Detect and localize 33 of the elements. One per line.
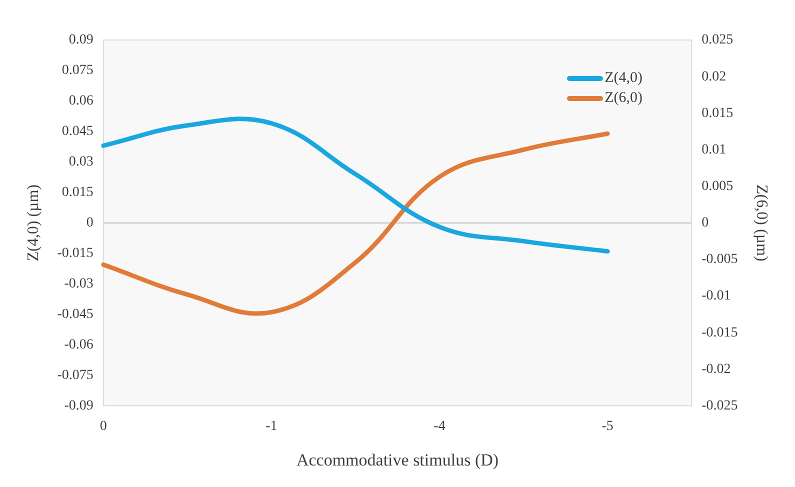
- y2-tick-label: -0.015: [702, 325, 738, 340]
- y-tick-label: 0.015: [62, 185, 94, 200]
- y-tick-label: 0.03: [68, 154, 94, 170]
- y-tick-label: -0.015: [57, 246, 94, 262]
- x-tick-label: -5: [602, 418, 614, 434]
- y-tick-label: 0.045: [62, 124, 94, 140]
- x-tick-label: -1: [266, 418, 278, 434]
- y-tick-label: 0.075: [62, 63, 94, 78]
- y2-tick-label: 0.01: [702, 142, 726, 158]
- y-tick-label: 0: [86, 216, 94, 231]
- x-axis-title: Accommodative stimulus (D): [296, 450, 499, 470]
- y-tick-label: 0.06: [68, 94, 94, 109]
- y-tick-label: 0.09: [68, 32, 94, 48]
- y2-tick-label: 0.025: [702, 32, 734, 48]
- y2-tick-label: 0.015: [702, 106, 734, 121]
- y2-tick-label: 0.02: [702, 69, 726, 84]
- y2-tick-label: -0.02: [702, 362, 731, 377]
- y2-tick-label: 0: [702, 216, 709, 231]
- y-tick-label: -0.06: [64, 338, 94, 353]
- y-tick-label: -0.03: [64, 276, 94, 292]
- x-tick-label: -4: [434, 418, 446, 434]
- y-tick-label: -0.075: [57, 368, 94, 383]
- y2-tick-label: -0.025: [702, 398, 738, 414]
- y2-axis-title: Z(6,0) (µm): [753, 184, 770, 262]
- y2-tick-label: 0.005: [702, 178, 734, 194]
- y-tick-label: -0.045: [57, 307, 94, 322]
- legend-label: Z(6,0): [604, 90, 643, 106]
- x-tick-label: 0: [100, 418, 107, 434]
- legend-label: Z(4,0): [604, 70, 643, 86]
- y-axis-title: Z(4,0) (µm): [24, 184, 42, 262]
- y2-tick-label: -0.005: [702, 252, 738, 268]
- y2-tick-label: -0.01: [702, 288, 731, 304]
- y-tick-label: -0.09: [64, 398, 94, 414]
